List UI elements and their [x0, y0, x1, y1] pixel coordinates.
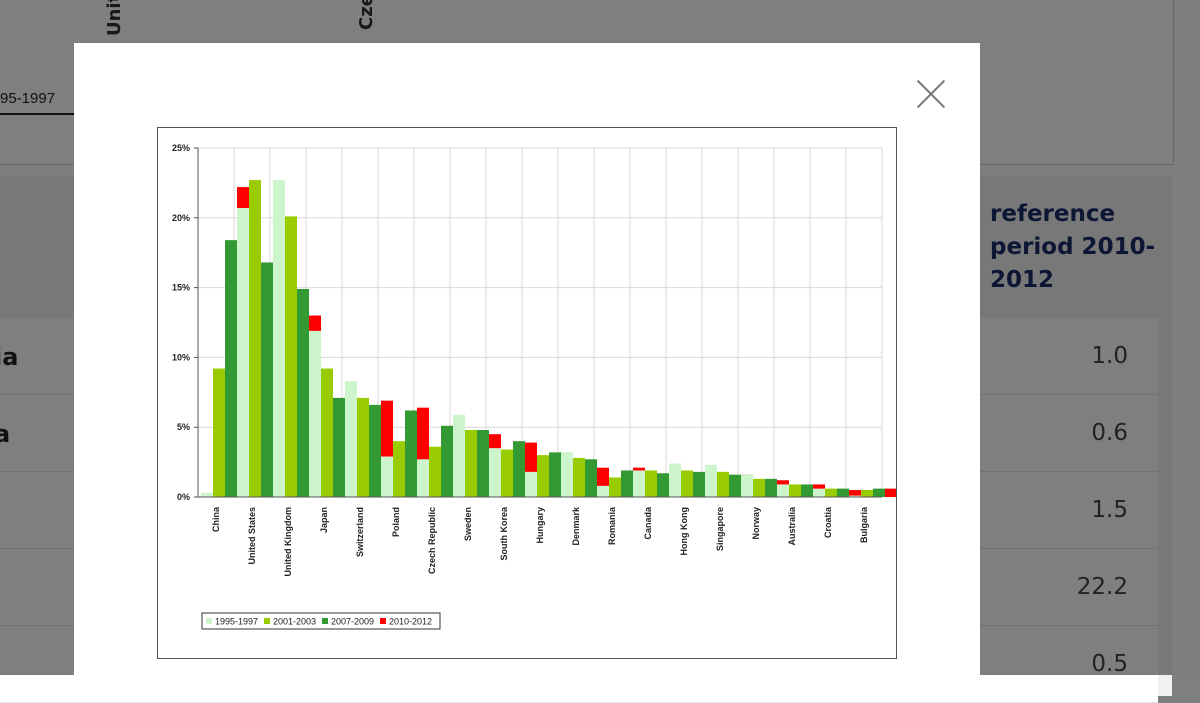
x-tick-label: United Kingdom	[283, 507, 293, 577]
x-tick-label: Australia	[787, 506, 797, 546]
x-tick-label: Canada	[643, 506, 653, 540]
x-tick-label: Czech Republic	[427, 507, 437, 574]
bar-1995-1997	[669, 463, 681, 497]
bar-1995-1997	[309, 330, 321, 497]
bar-2001-2003	[537, 455, 549, 497]
bar-2001-2003	[357, 397, 369, 497]
bar-2001-2003	[501, 449, 513, 497]
bar-1995-1997	[453, 414, 465, 497]
bar-2007-2009	[333, 397, 345, 497]
bar-1995-1997	[525, 471, 537, 497]
y-tick-label: 15%	[172, 283, 190, 293]
bar-2007-2009	[621, 470, 633, 497]
close-icon[interactable]	[916, 79, 946, 109]
bar-chart: 0% 5% 10% 15% 20% 25% China United States United…	[172, 143, 897, 630]
bar-2007-2009	[225, 240, 237, 498]
x-tick-label: Hong Kong	[679, 507, 689, 556]
bar-2001-2003	[861, 490, 873, 497]
bar-2001-2003	[393, 441, 405, 497]
bar-1995-1997	[345, 381, 357, 497]
y-tick-label: 10%	[172, 352, 190, 362]
legend-label: 2001-2003	[273, 617, 316, 627]
bar-1995-1997	[633, 470, 645, 497]
bar-2007-2009	[729, 474, 741, 497]
y-tick-label: 5%	[177, 422, 190, 432]
x-tick-label: Singapore	[715, 507, 725, 551]
bar-1995-1997	[705, 464, 717, 497]
bar-2007-2009	[837, 488, 849, 497]
bar-2001-2003	[789, 484, 801, 497]
bar-2007-2009	[261, 262, 273, 497]
x-tick-label: United States	[247, 507, 257, 565]
bar-2001-2003	[429, 446, 441, 497]
legend-swatch	[380, 618, 386, 624]
bar-2001-2003	[825, 488, 837, 497]
bar-2010-2012	[849, 490, 861, 497]
y-tick-label: 20%	[172, 213, 190, 223]
x-tick-label: Croatia	[823, 506, 833, 538]
chart-image: 0% 5% 10% 15% 20% 25% China United States United…	[157, 127, 897, 659]
x-tick-label: Romania	[607, 506, 617, 545]
x-tick-label: Norway	[751, 507, 761, 540]
legend-label: 2010-2012	[389, 617, 432, 627]
bar-2007-2009	[513, 441, 525, 497]
legend-label: 1995-1997	[215, 617, 258, 627]
bar-2007-2009	[657, 473, 669, 497]
y-tick-label: 25%	[172, 143, 190, 153]
bar-2007-2009	[369, 404, 381, 497]
bar-2001-2003	[753, 478, 765, 497]
x-tick-label: Poland	[391, 507, 401, 537]
bar-1995-1997	[741, 474, 753, 497]
bar-1995-1997	[273, 180, 285, 497]
x-tick-label: Bulgaria	[859, 506, 869, 543]
bar-1995-1997	[813, 488, 825, 497]
bar-2001-2003	[213, 368, 225, 497]
legend-label: 2007-2009	[331, 617, 374, 627]
bar-2001-2003	[717, 471, 729, 497]
bar-2007-2009	[585, 459, 597, 497]
x-tick-label: Hungary	[535, 507, 545, 544]
bar-2001-2003	[681, 470, 693, 497]
x-tick-label: China	[211, 506, 221, 532]
bar-1995-1997	[417, 459, 429, 497]
legend-swatch	[206, 618, 212, 624]
x-tick-label: Switzerland	[355, 507, 365, 557]
bar-2007-2009	[765, 478, 777, 497]
bar-2001-2003	[249, 180, 261, 497]
bar-1995-1997	[237, 208, 249, 497]
bar-2007-2009	[297, 288, 309, 497]
bar-1995-1997	[489, 448, 501, 497]
x-tick-label: South Korea	[499, 506, 509, 560]
bar-1995-1997	[849, 495, 861, 497]
bar-1995-1997	[381, 456, 393, 497]
bar-1995-1997	[561, 452, 573, 497]
bar-2007-2009	[405, 410, 417, 497]
bar-1995-1997	[597, 485, 609, 497]
x-tick-label: Japan	[319, 507, 329, 533]
bar-2007-2009	[873, 488, 885, 497]
bar-2001-2003	[609, 477, 621, 497]
image-lightbox: 0% 5% 10% 15% 20% 25% China United States United…	[74, 43, 980, 683]
x-tick-label: Sweden	[463, 507, 473, 541]
bar-2007-2009	[549, 452, 561, 497]
bar-2007-2009	[801, 484, 813, 497]
bar-2001-2003	[645, 470, 657, 497]
bar-1995-1997	[777, 484, 789, 497]
legend-box	[201, 612, 441, 630]
legend-swatch	[264, 618, 270, 624]
bar-1995-1997	[201, 492, 213, 497]
bar-2001-2003	[285, 216, 297, 497]
bar-2010-2012	[885, 488, 897, 497]
bar-2007-2009	[477, 429, 489, 497]
bar-2001-2003	[465, 429, 477, 497]
bar-2001-2003	[573, 457, 585, 497]
bar-2001-2003	[321, 368, 333, 497]
bar-2007-2009	[693, 471, 705, 497]
bar-2007-2009	[441, 425, 453, 497]
y-tick-label: 0%	[177, 492, 190, 502]
x-tick-label: Denmark	[571, 506, 581, 546]
legend-swatch	[322, 618, 328, 624]
